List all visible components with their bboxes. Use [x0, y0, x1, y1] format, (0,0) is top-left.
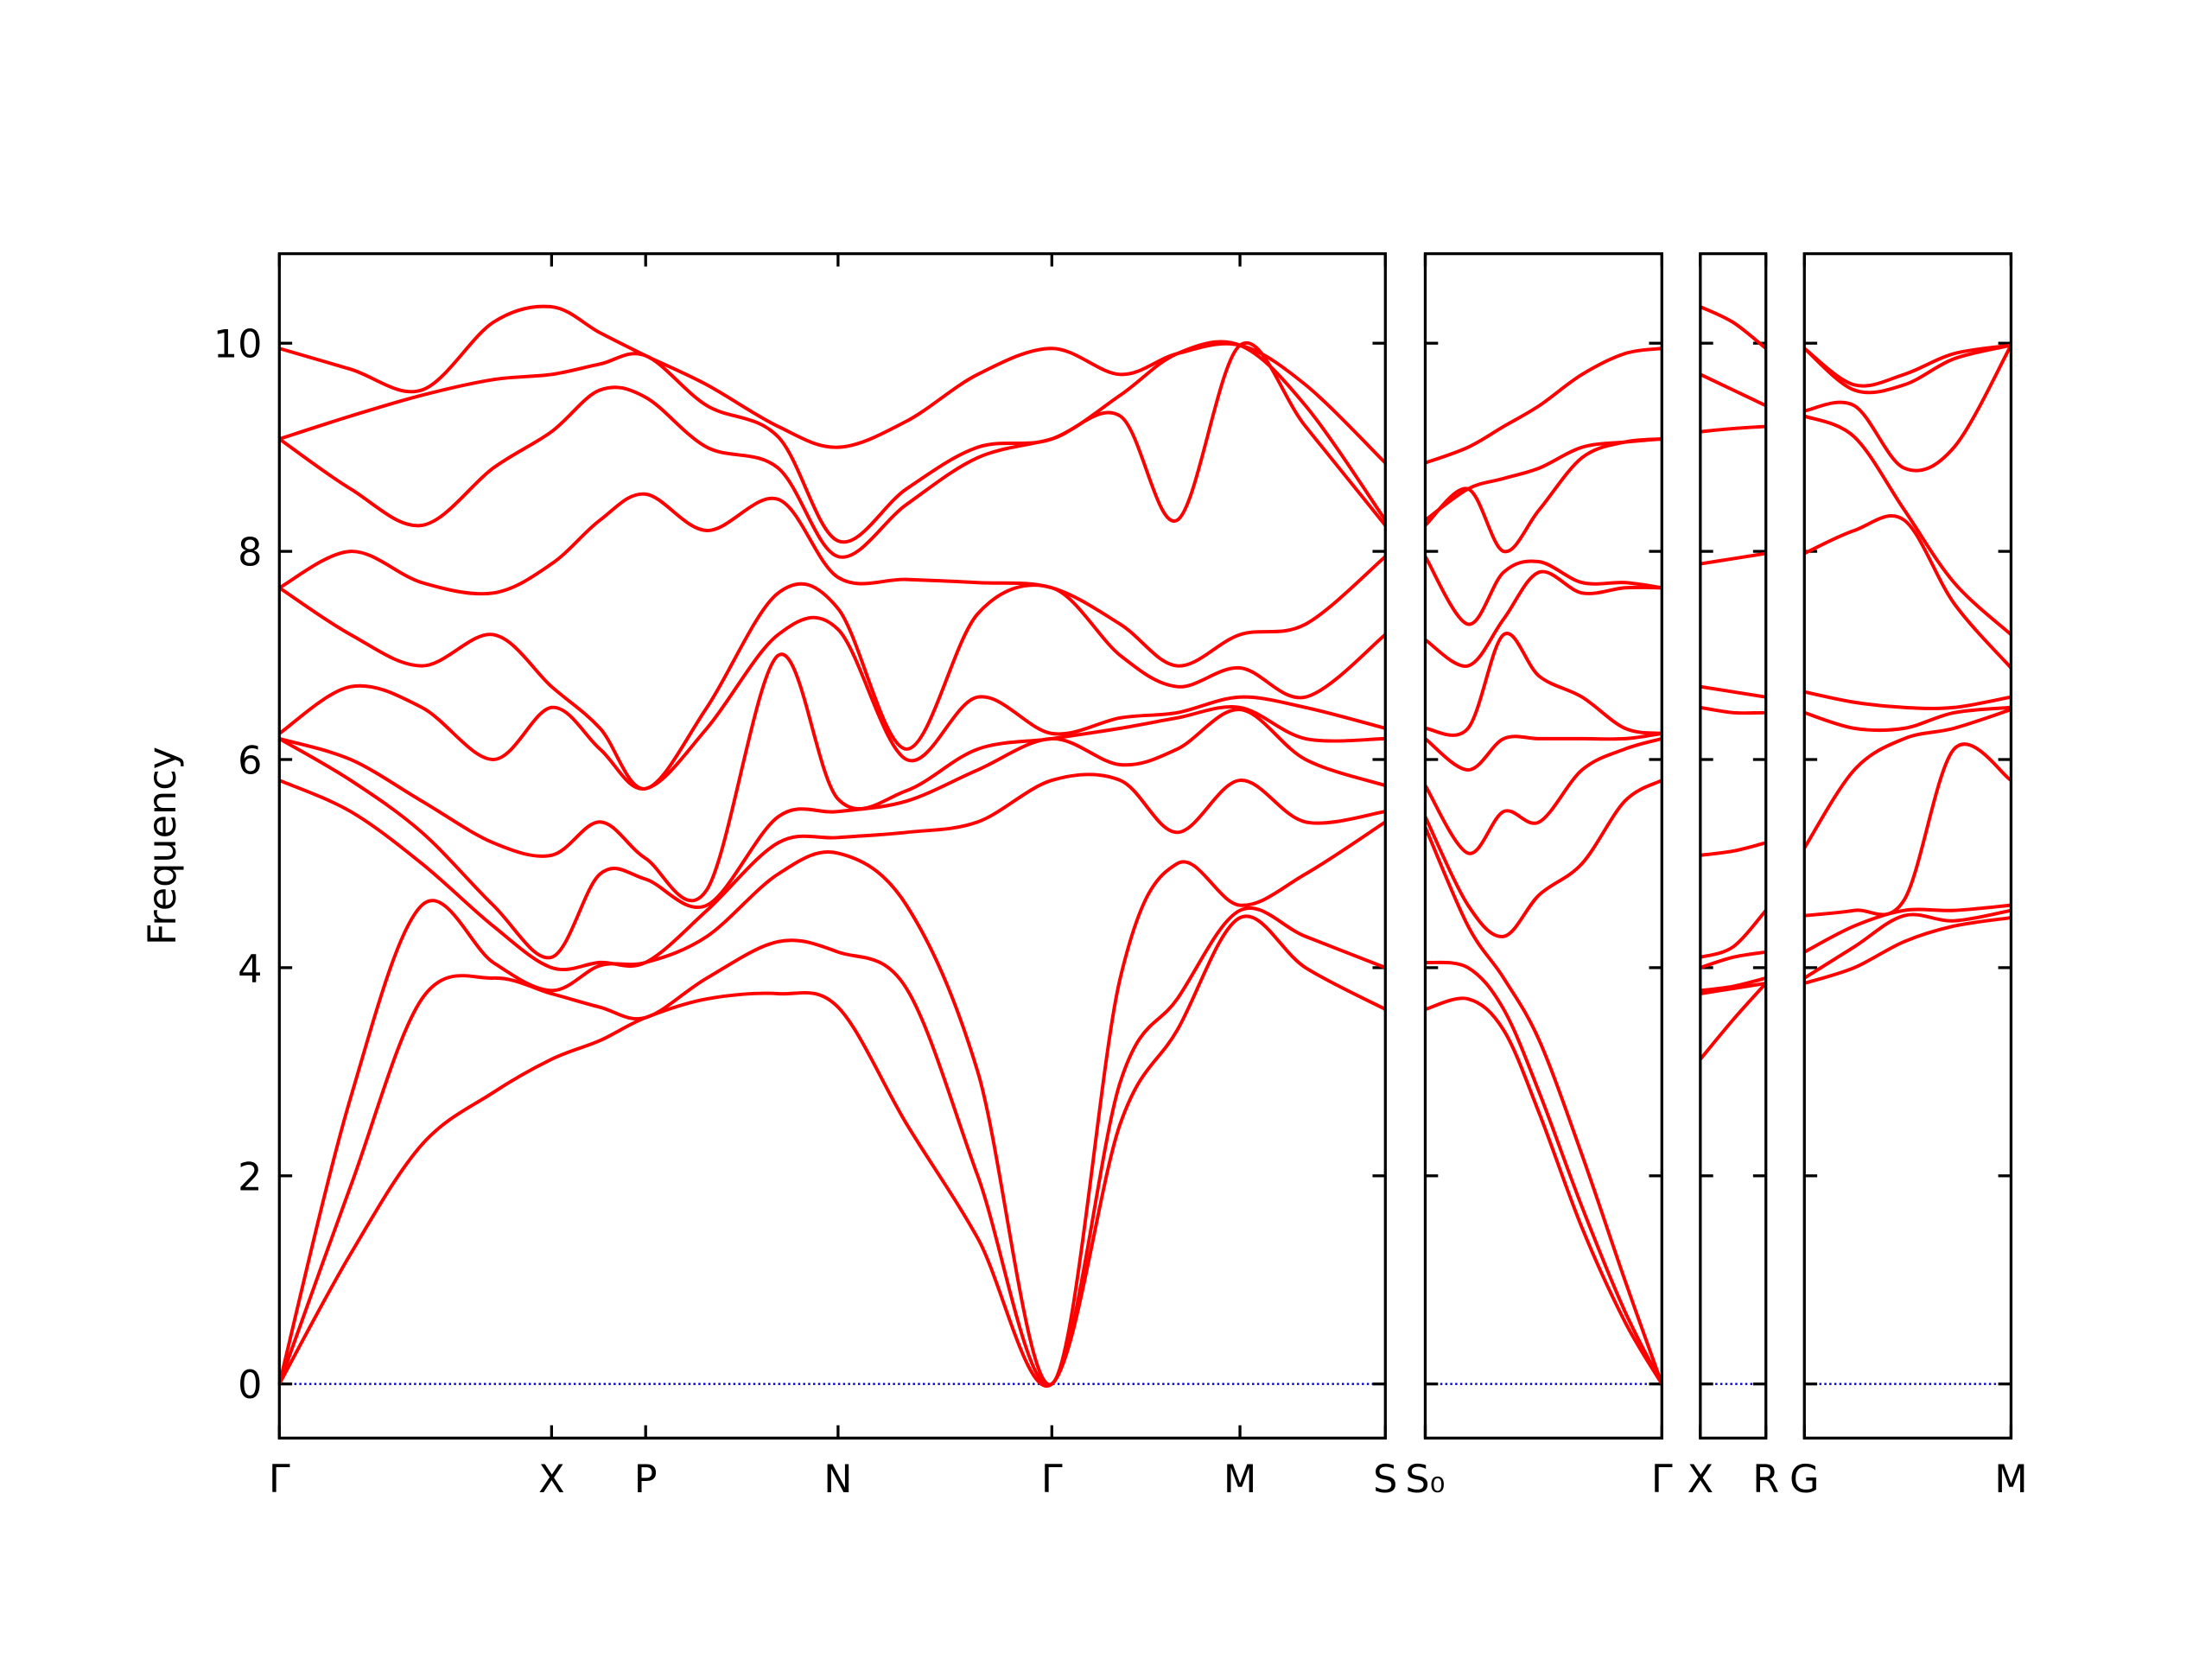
band-line: [1700, 551, 1767, 566]
band-line: [1699, 372, 1767, 408]
band-line: [1803, 903, 2012, 954]
x-tick-label: Γ: [269, 1457, 290, 1502]
band-line: [1423, 556, 1662, 626]
band-line: [278, 304, 1387, 465]
y-axis-label: Frequency: [140, 747, 185, 945]
band-line: [1803, 916, 2012, 985]
x-tick-label: R: [1752, 1457, 1779, 1502]
y-tick-label: 2: [238, 1154, 262, 1199]
band-line: [1424, 731, 1662, 772]
band-line: [278, 708, 1386, 960]
band-line: [1803, 344, 2013, 473]
y-tick-label: 8: [238, 531, 262, 575]
x-tick-label: X: [1688, 1457, 1714, 1502]
band-line: [1802, 708, 2012, 849]
band-line: [277, 906, 1387, 1387]
y-tick-label: 0: [238, 1363, 262, 1408]
x-tick-label: Γ: [1041, 1457, 1063, 1502]
panel-frame: [1423, 251, 1663, 1440]
x-tick-label: N: [823, 1457, 852, 1502]
band-line: [1700, 950, 1767, 969]
band-line: [278, 615, 1386, 791]
band-line: [1700, 684, 1767, 699]
band-line: [278, 652, 1386, 903]
band-line: [1424, 346, 1662, 465]
x-tick-label: M: [1224, 1457, 1256, 1502]
x-tick-label: X: [538, 1457, 565, 1502]
y-tick-label: 6: [238, 738, 262, 783]
band-line: [1424, 437, 1662, 522]
panel-frame: [277, 251, 1387, 1440]
band-line: [1803, 690, 2012, 710]
x-tick-label: M: [1994, 1457, 2027, 1502]
band-line: [1802, 343, 2012, 395]
panel-frame: [1699, 251, 1768, 1440]
band-line: [278, 340, 1387, 544]
band-line: [1803, 705, 2012, 733]
band-line: [1424, 569, 1662, 668]
band-line: [1700, 705, 1766, 715]
band-line: [1423, 779, 1663, 938]
band-line: [1699, 305, 1767, 350]
x-tick-label: Γ: [1651, 1457, 1673, 1502]
band-line: [1424, 996, 1664, 1385]
band-line: [1700, 976, 1767, 993]
band-line: [1700, 909, 1768, 959]
band-line: [277, 820, 1387, 1387]
band-line: [278, 582, 1387, 791]
x-tick-label: S₀: [1405, 1457, 1445, 1502]
band-line: [1700, 982, 1767, 995]
band-line: [1700, 841, 1767, 857]
x-tick-label: P: [634, 1457, 658, 1502]
band-line: [1804, 742, 2012, 918]
y-tick-label: 10: [213, 322, 263, 367]
band-line: [1425, 960, 1664, 1385]
band-line: [278, 772, 1386, 972]
band-line: [1803, 343, 2012, 388]
band-line: [1423, 736, 1662, 855]
x-tick-label: S: [1373, 1457, 1397, 1502]
band-line: [277, 914, 1387, 1388]
band-line: [1803, 414, 2012, 636]
x-tick-label: G: [1789, 1457, 1820, 1502]
y-tick-label: 4: [238, 946, 262, 991]
band-line: [1700, 424, 1766, 434]
band-line: [1803, 908, 2012, 980]
band-line: [1699, 982, 1768, 1061]
panel-frame: [1802, 251, 2013, 1440]
band-line: [278, 341, 1387, 559]
band-line: [1423, 826, 1664, 1385]
band-line: [278, 492, 1387, 668]
band-line: [1803, 514, 2012, 670]
band-line: [1425, 632, 1662, 737]
